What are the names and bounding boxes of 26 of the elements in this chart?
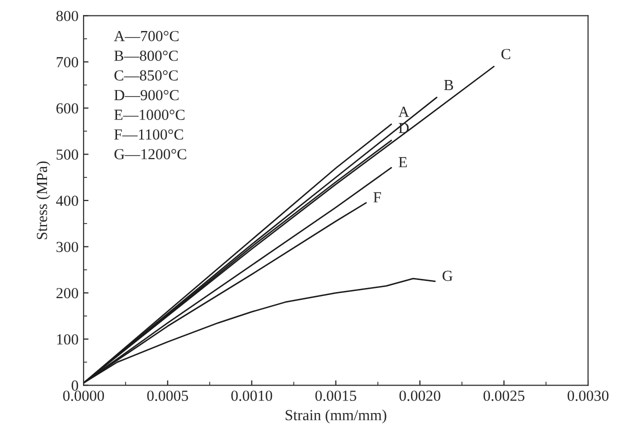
y-tick-label: 500 bbox=[56, 149, 78, 160]
x-tick-label: 0.0015 bbox=[315, 390, 356, 401]
y-tick-label: 0 bbox=[72, 380, 78, 391]
x-tick-label: 0.0030 bbox=[568, 390, 608, 401]
y-tick-label: 200 bbox=[56, 288, 78, 298]
annotation: A—700°C B—800°C C—850°C D—900°C E—1000°C F—1100°C G—1200°C bbox=[114, 30, 186, 160]
series-label: B bbox=[444, 80, 454, 90]
x-tick-label: 0.0000 bbox=[63, 390, 104, 401]
x-axis-title: Strain (mm/mm) bbox=[286, 410, 386, 424]
x-tick-label: 0.0020 bbox=[399, 390, 440, 401]
series-label: E bbox=[398, 157, 407, 168]
series-label: A bbox=[398, 106, 410, 117]
y-tick-label: 800 bbox=[56, 10, 78, 22]
y-tick-label: 600 bbox=[56, 103, 78, 114]
series-label: D bbox=[398, 122, 409, 134]
y-tick-label: 400 bbox=[56, 196, 78, 206]
y-tick-label: 300 bbox=[56, 242, 78, 252]
x-tick-label: 0.0005 bbox=[147, 390, 188, 401]
y-axis-title: Stress (MPa) bbox=[36, 161, 50, 240]
x-tick-label: 0.0025 bbox=[484, 390, 524, 401]
y-tick-label: 100 bbox=[57, 334, 78, 345]
x-tick-label: 0.0010 bbox=[231, 390, 272, 401]
series-label: G bbox=[442, 270, 453, 281]
y-tick-label: 700 bbox=[56, 57, 78, 68]
series-label: F bbox=[373, 192, 381, 202]
series-label: C bbox=[501, 48, 510, 60]
